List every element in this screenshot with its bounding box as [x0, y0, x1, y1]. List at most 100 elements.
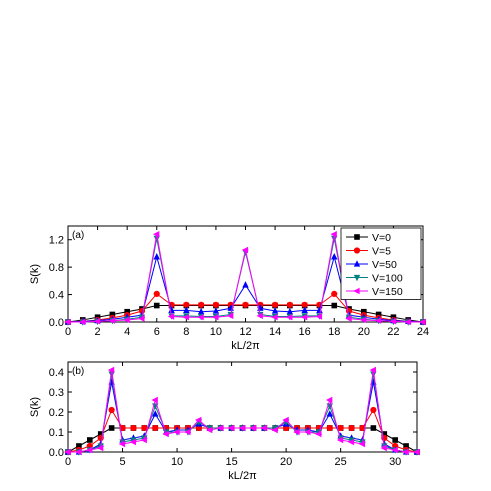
- y-tick-label: 0.4: [49, 367, 64, 379]
- data-point: [374, 317, 382, 324]
- data-point: [123, 316, 130, 324]
- data-point: [348, 424, 355, 432]
- data-point: [108, 406, 115, 414]
- data-point: [392, 437, 398, 443]
- x-axis-label: kL/2π: [231, 340, 260, 352]
- y-tick-label: 0.2: [49, 407, 64, 419]
- data-point: [152, 231, 160, 238]
- data-point: [242, 281, 249, 288]
- data-point: [260, 424, 267, 432]
- data-point: [286, 307, 294, 315]
- x-tick-label: 8: [183, 326, 189, 338]
- x-tick-label: 22: [387, 326, 399, 338]
- x-tick-label: 14: [269, 326, 281, 338]
- x-tick-label: 20: [358, 326, 370, 338]
- data-point: [227, 424, 235, 432]
- data-point: [419, 318, 426, 326]
- x-tick-label: 12: [239, 326, 251, 338]
- plot-frame: [67, 361, 418, 453]
- data-point: [183, 306, 190, 313]
- data-point: [326, 410, 333, 417]
- data-point: [97, 431, 104, 437]
- x-tick-label: 0: [65, 456, 71, 468]
- y-tick-label: 0.3: [49, 387, 64, 399]
- x-tick-label: 2: [95, 326, 101, 338]
- x-tick-label: 16: [299, 326, 311, 338]
- data-point: [370, 406, 377, 414]
- data-point: [197, 307, 205, 315]
- legend-marker: [353, 287, 360, 295]
- y-tick-label: 0.4: [49, 290, 64, 302]
- data-point: [162, 430, 169, 438]
- y-axis-label: S(k): [29, 397, 41, 417]
- data-point: [301, 301, 308, 308]
- data-point: [124, 308, 130, 315]
- data-point: [96, 444, 104, 452]
- data-point: [256, 312, 263, 320]
- legend-label: V=50: [372, 259, 397, 271]
- series-4: [64, 231, 426, 326]
- data-point: [293, 428, 300, 436]
- data-point: [345, 315, 352, 322]
- data-point: [86, 446, 93, 454]
- chart-panel-1: 0 5 10 15 20 25 30 0.0 0.1 0.2 0.3 0.4 kL/2π S(k) (b): [29, 361, 421, 482]
- x-tick-label: 4: [124, 326, 130, 338]
- data-point: [304, 428, 311, 436]
- data-point: [182, 314, 189, 321]
- data-point: [369, 366, 376, 374]
- x-tick-label: 25: [335, 456, 347, 468]
- legend-label: V=0: [372, 232, 391, 244]
- data-point: [87, 437, 93, 443]
- data-point: [271, 314, 278, 321]
- data-point: [370, 371, 377, 378]
- series-4: [64, 366, 420, 456]
- data-point: [129, 438, 137, 446]
- data-point: [184, 428, 191, 436]
- data-point: [198, 301, 205, 308]
- data-point: [183, 301, 190, 308]
- data-point: [242, 301, 249, 308]
- data-point: [226, 312, 234, 320]
- data-point: [404, 318, 411, 326]
- data-point: [140, 436, 147, 444]
- y-tick-label: 0.1: [49, 427, 64, 439]
- data-point: [205, 426, 213, 434]
- data-point: [108, 317, 115, 324]
- data-point: [389, 318, 397, 325]
- data-point: [331, 253, 338, 260]
- data-point: [381, 431, 388, 437]
- legend-marker: [353, 260, 361, 267]
- data-point: [370, 425, 377, 431]
- x-tick-label: 15: [225, 456, 237, 468]
- x-tick-label: 24: [417, 326, 429, 338]
- x-tick-label: 0: [65, 326, 71, 338]
- data-point: [391, 446, 398, 454]
- data-point: [138, 315, 145, 322]
- data-point: [130, 424, 137, 432]
- data-point: [109, 311, 116, 318]
- data-point: [167, 313, 175, 320]
- data-point: [271, 426, 278, 434]
- data-point: [301, 306, 308, 313]
- legend-label: V=100: [372, 273, 403, 285]
- x-tick-label: 10: [210, 326, 222, 338]
- legend-marker: [353, 274, 361, 282]
- data-point: [282, 416, 289, 424]
- x-tick-label: 10: [171, 456, 183, 468]
- data-point: [118, 440, 126, 448]
- data-point: [195, 416, 202, 424]
- data-point: [286, 314, 293, 321]
- legend-label: V=5: [372, 246, 391, 258]
- data-point: [336, 436, 344, 444]
- data-point: [64, 448, 71, 456]
- data-point: [93, 318, 101, 325]
- data-point: [413, 448, 420, 456]
- data-point: [315, 313, 323, 320]
- data-point: [153, 235, 160, 243]
- data-point: [330, 231, 337, 238]
- data-point: [108, 371, 115, 378]
- data-point: [402, 448, 409, 456]
- data-point: [152, 424, 159, 432]
